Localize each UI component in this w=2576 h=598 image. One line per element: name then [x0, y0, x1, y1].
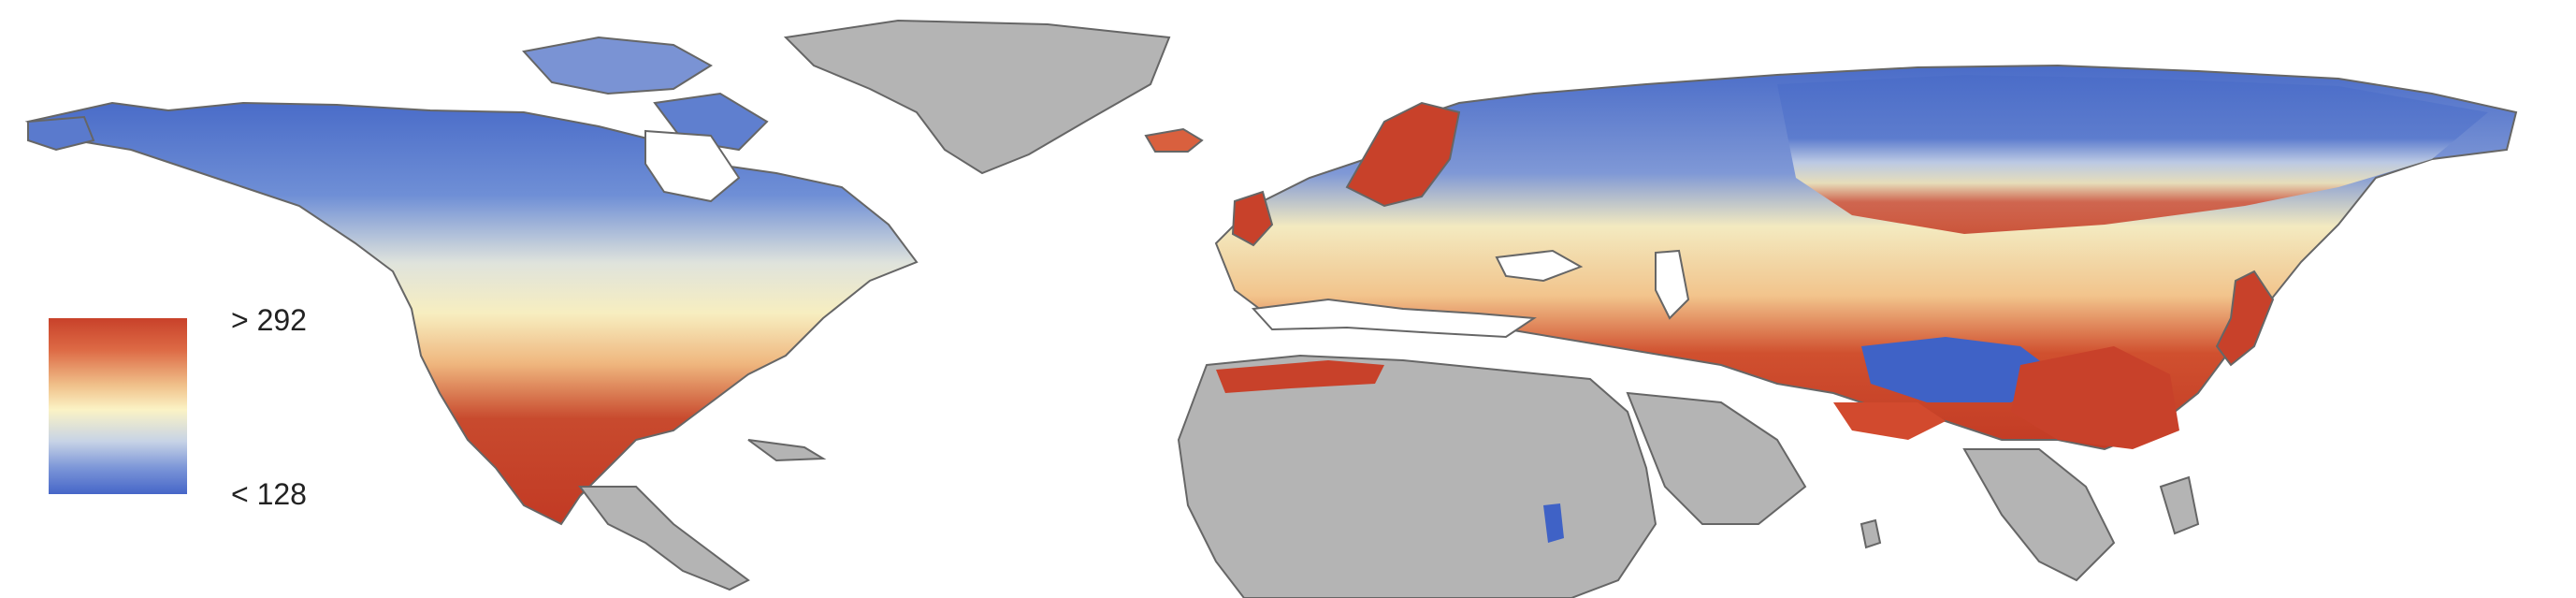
arctic-islands	[522, 36, 713, 95]
legend-max-label: > 292	[231, 303, 307, 337]
siberia-cold-region	[1777, 75, 2488, 234]
greenland-landmass	[783, 19, 1171, 175]
sri-lanka-island	[1860, 518, 1882, 549]
legend-min-label: < 128	[231, 477, 307, 511]
india-warm-region	[1833, 402, 1946, 440]
central-america-landmass	[578, 486, 750, 591]
legend-color-ramp	[49, 318, 187, 494]
british-isles-landmass	[1231, 190, 1274, 247]
north-america-landmass	[24, 101, 919, 526]
iceland-landmass	[1144, 127, 1204, 153]
east-asia-warm-region	[2011, 346, 2179, 449]
caspian-sea	[1655, 249, 1690, 320]
caribbean-islands	[747, 439, 827, 462]
color-legend: > 292 < 128	[49, 303, 329, 511]
tibet-cold-patch	[1861, 337, 2058, 402]
scandinavia-landmass	[1345, 101, 1461, 208]
alaska-peninsula	[27, 115, 95, 152]
ethiopia-cool-patch	[1543, 503, 1564, 543]
philippines-islands	[2159, 475, 2200, 535]
japan-landmass	[2215, 270, 2275, 367]
mediterranean-sea	[1251, 298, 1537, 339]
black-sea	[1495, 249, 1584, 283]
arabia-landmass	[1626, 391, 1807, 525]
hudson-bay	[644, 129, 741, 203]
africa-landmass	[1177, 354, 1657, 598]
southeast-asia-landmass	[1962, 448, 2116, 582]
north-africa-warm-band	[1216, 360, 1384, 393]
